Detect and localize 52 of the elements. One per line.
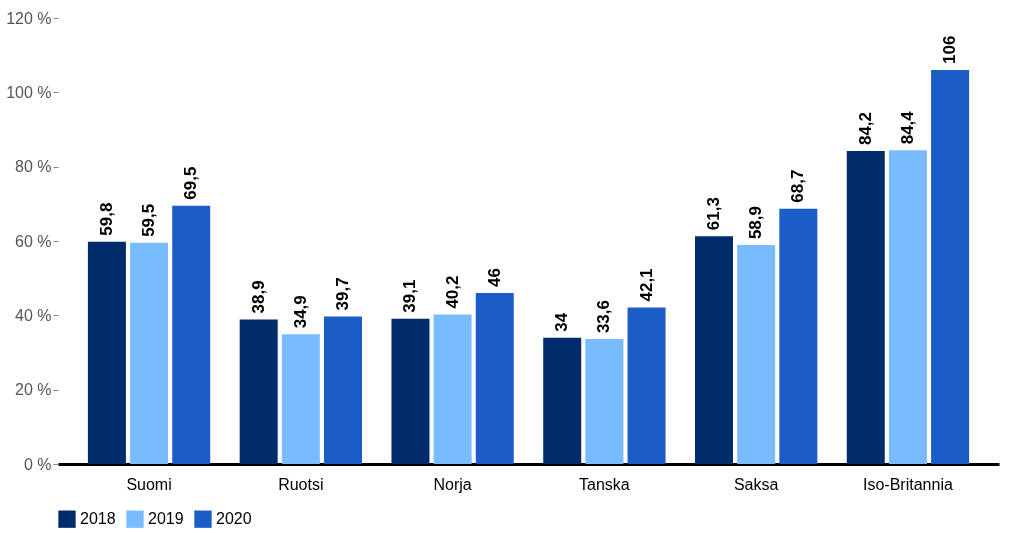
bar	[130, 242, 169, 464]
y-tick-label: 40 %	[15, 306, 52, 324]
bar	[888, 150, 927, 464]
x-tick-label: Suomi	[126, 475, 172, 493]
bar	[239, 319, 278, 464]
data-label: 84,2	[855, 111, 875, 146]
y-tick-label: 100 %	[6, 83, 52, 101]
bar	[391, 318, 430, 464]
legend-label: 2018	[80, 510, 116, 528]
data-label: 69,5	[181, 166, 201, 200]
data-label: 33,6	[594, 300, 614, 334]
x-tick-label: Norja	[433, 475, 472, 493]
x-tick-label: Tanska	[579, 475, 630, 493]
data-label: 59,8	[96, 202, 116, 236]
data-label: 39,7	[333, 277, 352, 311]
bar	[87, 241, 126, 464]
data-label: 39,1	[400, 279, 420, 313]
x-tick-label: Iso-Britannia	[863, 475, 953, 493]
bar	[543, 337, 582, 464]
bar	[779, 208, 818, 464]
data-label: 46	[484, 268, 504, 288]
y-tick-label: 120 %	[6, 9, 52, 27]
data-label: 58,9	[746, 205, 766, 240]
data-label: 59,5	[139, 203, 159, 237]
y-tick-label: 60 %	[15, 232, 52, 250]
data-label: 84,4	[897, 110, 917, 145]
bar	[846, 151, 885, 464]
bar	[475, 293, 514, 464]
data-label: 106	[940, 35, 960, 65]
data-label: 68,7	[788, 169, 808, 203]
bar	[585, 339, 624, 464]
data-label: 40,2	[442, 275, 462, 309]
data-label: 61,3	[704, 197, 723, 231]
data-label: 34	[552, 312, 572, 332]
legend-label: 2019	[148, 510, 184, 528]
y-tick-label: 80 %	[15, 158, 52, 176]
data-label: 38,9	[248, 280, 268, 314]
bar	[627, 307, 666, 464]
data-label: 34,9	[290, 295, 310, 329]
y-tick-label: 0 %	[23, 455, 52, 473]
bar	[324, 316, 362, 464]
bar	[931, 70, 970, 464]
bar	[281, 334, 320, 464]
bar	[433, 314, 472, 464]
x-tick-label: Ruotsi	[278, 475, 324, 493]
bar	[737, 245, 776, 464]
x-tick-label: Saksa	[733, 475, 779, 493]
y-tick-label: 20 %	[15, 381, 52, 399]
data-label: 42,1	[636, 268, 656, 302]
bar	[695, 236, 733, 464]
legend-label: 2020	[216, 510, 252, 528]
bar	[172, 205, 211, 464]
